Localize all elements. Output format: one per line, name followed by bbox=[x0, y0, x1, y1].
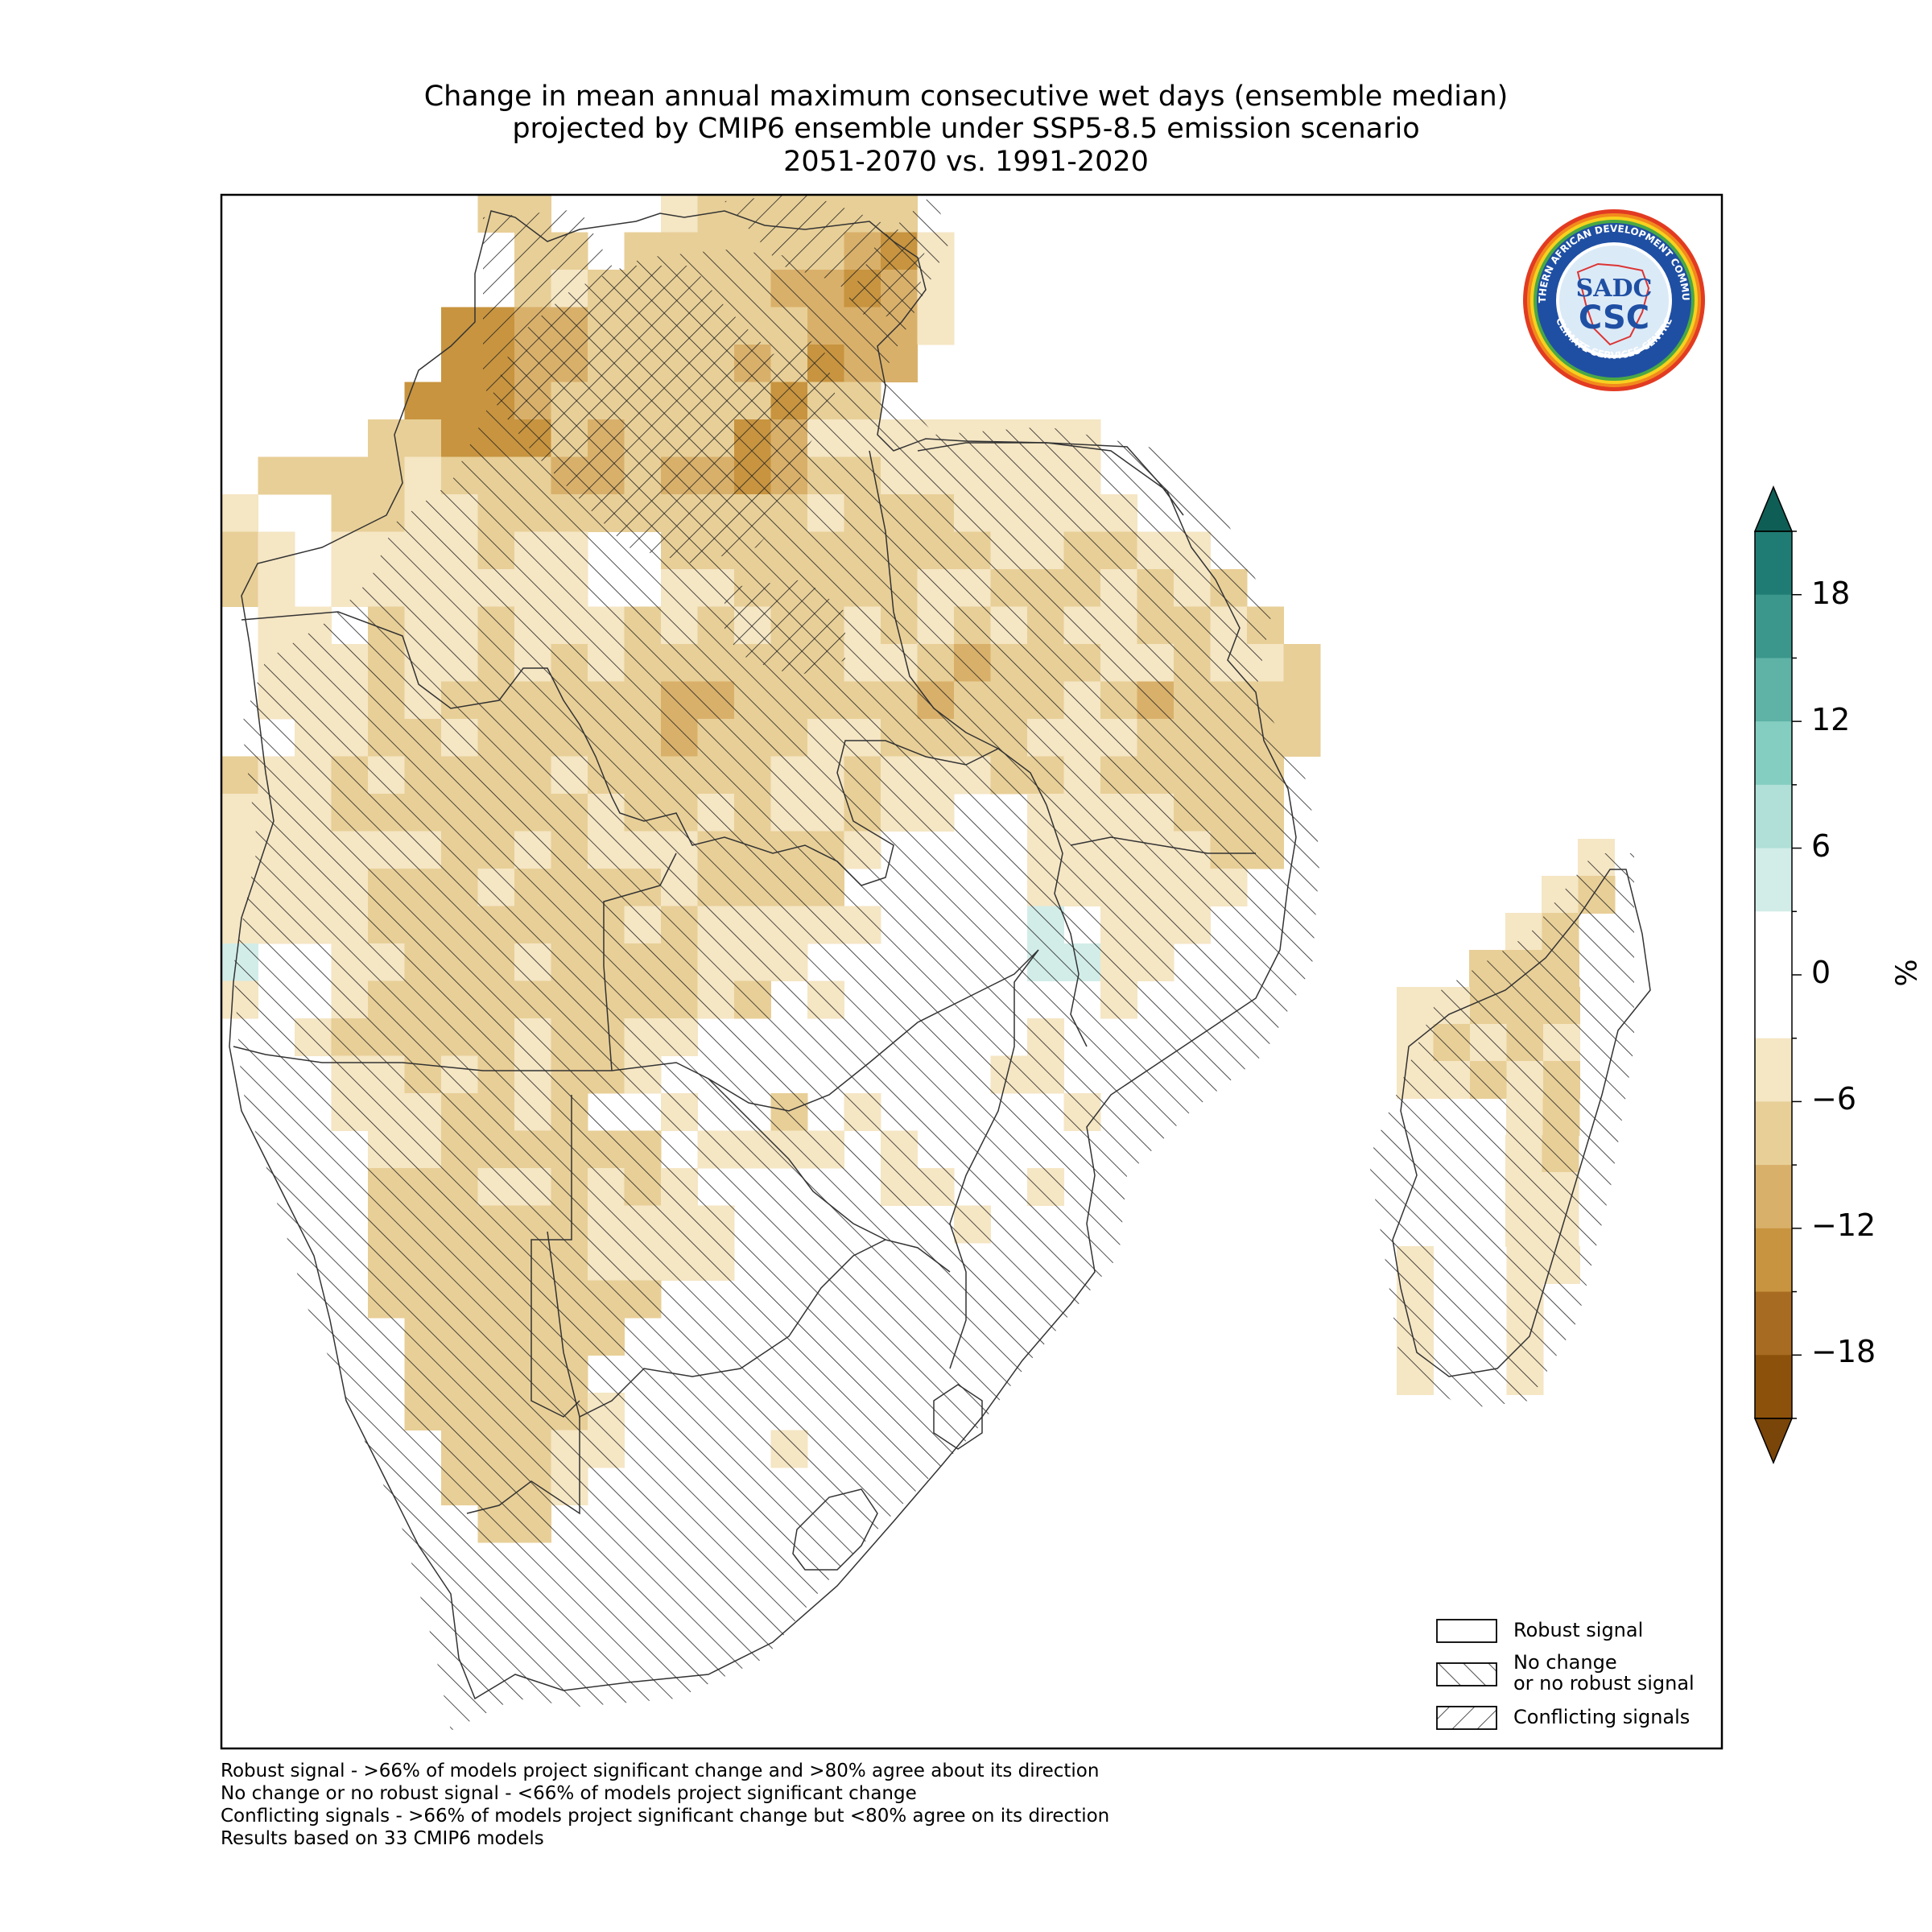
chart-title-line-2: projected by CMIP6 ensemble under SSP5-8… bbox=[512, 113, 1420, 145]
colorbar-bin bbox=[1755, 1165, 1792, 1229]
madagascar-coast bbox=[1392, 869, 1651, 1377]
map-grid-cell bbox=[404, 456, 442, 495]
map-grid-cell bbox=[221, 531, 258, 570]
madagascar-no-robust-hatch bbox=[1368, 853, 1634, 1409]
colorbar-bin bbox=[1755, 1228, 1792, 1293]
legend-label-robust: Robust signal bbox=[1513, 1619, 1644, 1641]
colorbar-bin bbox=[1755, 721, 1792, 786]
map-grid-cell bbox=[221, 569, 258, 607]
lesotho bbox=[792, 1488, 878, 1571]
country-borders bbox=[229, 210, 1651, 1700]
colorbar-bin bbox=[1755, 1291, 1792, 1356]
map-grid-cell bbox=[1283, 644, 1321, 682]
border-south-africa-north bbox=[466, 1417, 580, 1515]
border-angola-zambia bbox=[603, 852, 677, 1071]
colorbar-bin bbox=[1755, 848, 1792, 912]
colorbar-tick-label: −12 bbox=[1811, 1208, 1876, 1243]
map-grid-cell bbox=[917, 307, 955, 345]
map-grid-cell bbox=[404, 382, 442, 420]
border-tanzania-kenya bbox=[917, 442, 1184, 516]
hatch-overlays bbox=[233, 195, 1634, 1731]
chart-title-line-3: 2051-2070 vs. 1991-2020 bbox=[783, 146, 1149, 178]
map-grid-cell bbox=[441, 307, 478, 345]
map-grid-cell bbox=[295, 456, 332, 495]
border-drc-tanzania bbox=[869, 450, 999, 749]
border-mozambique-tanzania bbox=[1070, 836, 1256, 854]
colorbar-extend-min bbox=[1753, 1418, 1794, 1464]
map-grid-cell bbox=[368, 419, 405, 457]
border-drc-south bbox=[241, 611, 1047, 886]
colorbar-bin bbox=[1755, 1355, 1792, 1419]
map-grid-cell bbox=[221, 831, 258, 869]
footnote-conflicting: Conflicting signals - >66% of models pro… bbox=[221, 1806, 1110, 1827]
map-grid-cell bbox=[331, 456, 369, 495]
border-malawi bbox=[1046, 804, 1088, 1047]
map-grid-cell bbox=[1283, 681, 1321, 720]
map-grid-cell bbox=[441, 345, 478, 382]
coastline-mainland bbox=[229, 210, 1297, 1700]
colorbar-tick-label: 12 bbox=[1811, 702, 1851, 737]
sadc-csc-logo: SOUTHERN AFRICAN DEVELOPMENT COMMUNITY C… bbox=[1517, 199, 1707, 393]
legend-label-no-change-1: No change bbox=[1513, 1651, 1617, 1674]
colorbar-tick-label: 0 bbox=[1811, 955, 1831, 990]
border-botswana-south-africa bbox=[547, 1231, 951, 1418]
colorbar-extend-max bbox=[1753, 485, 1794, 532]
footnote-robust: Robust signal - >66% of models project s… bbox=[221, 1761, 1100, 1781]
map-grid-cell bbox=[221, 494, 258, 532]
map-frame bbox=[220, 193, 1724, 1750]
map-grid-cell bbox=[1397, 987, 1434, 1025]
map-grid-cell bbox=[331, 531, 369, 570]
legend-swatch-no-change bbox=[1436, 1662, 1497, 1686]
map-grid-cell bbox=[441, 382, 478, 420]
colorbar-tick-label: −18 bbox=[1811, 1334, 1876, 1369]
map-grid-cell bbox=[331, 494, 369, 532]
colorbar-unit-label: % bbox=[1890, 959, 1924, 987]
colorbar-bin bbox=[1755, 658, 1792, 722]
map-grid-cell bbox=[258, 531, 295, 570]
map-grid-cell bbox=[258, 456, 295, 495]
map-grid-cell bbox=[258, 606, 295, 645]
legend-swatch-conflicting bbox=[1436, 1706, 1497, 1730]
colorbar-bin bbox=[1755, 531, 1792, 596]
colorbar-tick-label: 18 bbox=[1811, 576, 1851, 611]
legend-swatch-robust bbox=[1436, 1619, 1497, 1643]
no-robust-signal-hatch bbox=[233, 195, 1320, 1731]
colorbar-bin bbox=[1755, 911, 1792, 976]
border-zambia-zimbabwe bbox=[708, 949, 1039, 1112]
colorbar-bin bbox=[1755, 784, 1792, 849]
conflicting-signal-hatch-center bbox=[724, 580, 845, 676]
colorbar-bin bbox=[1755, 1038, 1792, 1102]
border-botswana-zimbabwe bbox=[724, 1094, 886, 1241]
logo-mark-bottom: CSC bbox=[1579, 299, 1649, 336]
logo-mark-top: SADC bbox=[1576, 275, 1653, 303]
legend-label-conflicting: Conflicting signals bbox=[1513, 1706, 1690, 1728]
map-grid-cell bbox=[258, 569, 295, 607]
colorbar-bin bbox=[1755, 1101, 1792, 1166]
map-grid-cell bbox=[661, 195, 698, 233]
colorbar-tick-label: −6 bbox=[1811, 1081, 1857, 1117]
colorbar-tick-label: 6 bbox=[1811, 828, 1831, 864]
footnote-model-count: Results based on 33 CMIP6 models bbox=[221, 1828, 544, 1849]
map-grid-cell bbox=[404, 419, 442, 457]
colorbar bbox=[1753, 485, 1802, 1464]
border-angola-namibia bbox=[233, 1046, 725, 1096]
conflicting-signal-hatch-north bbox=[483, 209, 837, 564]
colorbar-bin bbox=[1755, 975, 1792, 1039]
eswatini bbox=[933, 1384, 983, 1450]
footnote-no-change: No change or no robust signal - <66% of … bbox=[221, 1783, 917, 1804]
legend-label-no-change-2: or no robust signal bbox=[1513, 1672, 1695, 1695]
colorbar-bin bbox=[1755, 594, 1792, 658]
border-mozambique-zimbabwe bbox=[949, 949, 1039, 1369]
chart-title-line-1: Change in mean annual maximum consecutiv… bbox=[423, 80, 1509, 113]
border-namibia-botswana bbox=[530, 1095, 580, 1418]
